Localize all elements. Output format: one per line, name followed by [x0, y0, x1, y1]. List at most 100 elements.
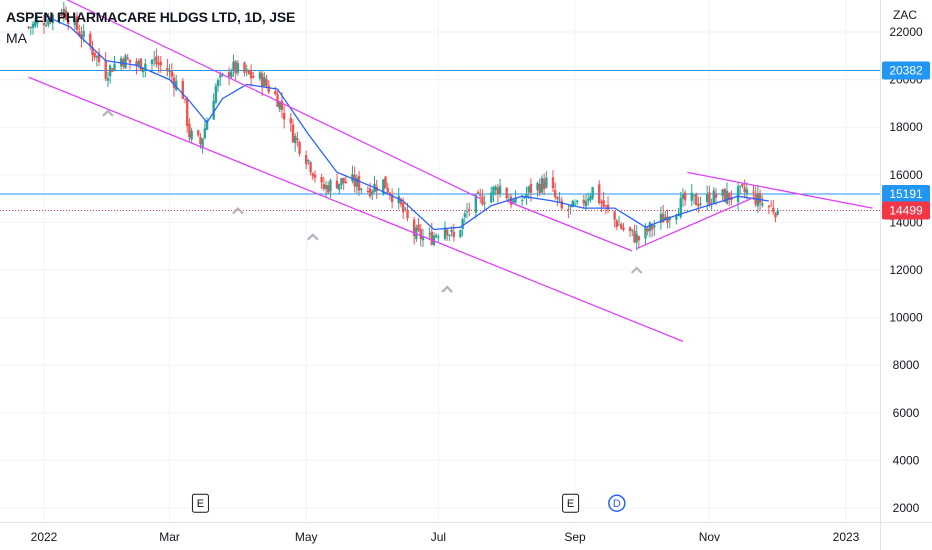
candle-body [527, 186, 530, 193]
moving-average [43, 14, 769, 231]
candle-body [419, 228, 422, 239]
candle-body [27, 26, 30, 28]
price-tag [882, 201, 930, 220]
candle-body [329, 180, 332, 192]
candle-body [514, 197, 517, 203]
candle-body [620, 224, 623, 229]
candle-body [758, 192, 762, 204]
candle-body [551, 177, 555, 189]
candle-body [73, 18, 77, 26]
candle-body [186, 98, 189, 127]
candle-body [258, 72, 262, 79]
candle-body [666, 216, 669, 223]
candle-body [745, 189, 749, 194]
price-tick-label: 6000 [893, 406, 920, 420]
time-axis[interactable]: 2022 Mar May Jul Sep Nov 2023 [0, 522, 932, 545]
candle-body [705, 193, 709, 203]
candle-body [446, 229, 449, 236]
candle-body [736, 186, 740, 203]
candle-body [139, 58, 143, 72]
candle-body [64, 10, 68, 20]
candle-body [679, 197, 682, 217]
candle-body [536, 183, 539, 191]
candle-body [60, 12, 63, 16]
candle-body [141, 68, 145, 73]
price-tag-label: 14499 [889, 204, 923, 218]
candle-body [386, 188, 389, 193]
candle-body [309, 162, 312, 173]
candle-body [126, 57, 129, 60]
candle-body [274, 91, 277, 95]
candle-body [404, 208, 407, 210]
candle-body [181, 80, 185, 99]
candle-body [247, 70, 251, 74]
trendlines [28, 0, 873, 343]
candle-body [293, 135, 297, 144]
earnings-marker[interactable]: E [562, 493, 580, 513]
candle-body [461, 219, 464, 230]
candle-body [230, 71, 233, 78]
candle-body [335, 180, 339, 189]
candle-body [62, 8, 66, 17]
price-tick-label: 16000 [889, 168, 923, 182]
candle-body [320, 176, 323, 183]
candle-body [659, 213, 663, 223]
price-tick-label: 8000 [893, 358, 920, 372]
candle-body [113, 63, 116, 70]
moving-average-line [43, 14, 769, 231]
candle-body [540, 177, 544, 193]
candle-body [33, 21, 37, 27]
candle-body [474, 195, 478, 213]
candle-body [45, 25, 48, 27]
candle-body [313, 174, 317, 178]
candle-body [483, 202, 486, 204]
price-axis[interactable]: 2000400060008000100001200014000160001800… [880, 0, 924, 550]
dividend-marker[interactable]: D [608, 494, 626, 512]
swing-markers [102, 109, 643, 293]
earnings-marker[interactable]: E [191, 493, 209, 513]
candle-body [91, 47, 94, 56]
candle-body [675, 214, 678, 220]
candle-body [78, 31, 81, 36]
candle-body [512, 200, 515, 203]
candle-body [761, 203, 764, 206]
earnings-icon [562, 493, 580, 513]
candle-body [111, 68, 114, 72]
candle-body [289, 117, 292, 124]
candle-body [304, 155, 308, 165]
ma-indicator-label[interactable]: MA [6, 30, 27, 46]
price-tick-label: 2000 [893, 501, 920, 515]
candle-body [353, 174, 356, 187]
time-tick-label: Nov [699, 530, 720, 544]
earnings-label: E [197, 498, 204, 510]
candle-body [97, 53, 101, 62]
candle-body [776, 210, 779, 215]
candle-body [137, 61, 140, 66]
candle-body [157, 62, 160, 65]
candle-body [357, 176, 361, 191]
candle-body [505, 188, 508, 199]
chart-grid [0, 0, 880, 522]
candle-body [93, 52, 96, 58]
candle-body [245, 69, 248, 72]
candle-body [538, 184, 541, 193]
candle-body [637, 236, 641, 241]
candle-body [355, 177, 359, 187]
candle-body [360, 188, 363, 190]
candle-body [234, 61, 237, 74]
candle-body [690, 192, 693, 201]
currency-label: ZAC [893, 8, 917, 22]
candle-body [604, 205, 608, 207]
candle-body [523, 197, 526, 199]
candle-body [159, 61, 162, 66]
candle-body [743, 187, 746, 192]
candle-body [697, 203, 700, 207]
candle-body [615, 220, 619, 228]
candle-body [197, 130, 200, 136]
horizontal-lines [0, 70, 880, 212]
candle-body [67, 20, 70, 25]
candle-body [388, 192, 392, 196]
candle-body [479, 194, 482, 196]
